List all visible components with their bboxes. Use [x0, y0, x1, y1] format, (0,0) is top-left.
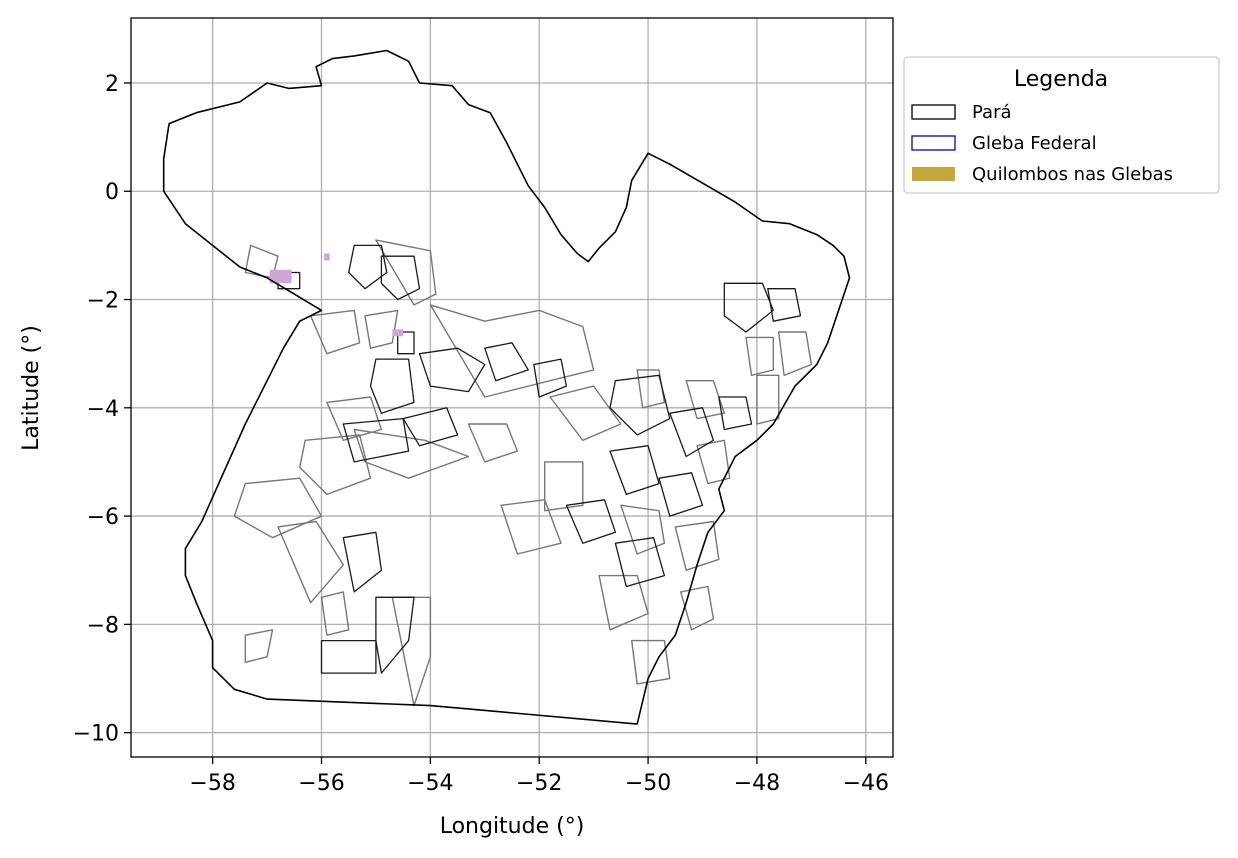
x-tick-label: −54 — [407, 771, 453, 796]
y-axis-ticks: 2 0 −2 −4 −6 −8 −10 — [73, 72, 131, 747]
gleba-polygon — [500, 499, 562, 555]
x-axis-label: Longitude (°) — [440, 814, 585, 839]
x-axis-ticks: −58 −56 −54 −52 −50 −48 −46 — [189, 757, 889, 796]
x-tick-label: −52 — [516, 771, 562, 796]
gleba-polygon — [353, 428, 470, 479]
quilombo-polygon — [269, 269, 292, 284]
gleba-polygon — [778, 331, 813, 376]
gleba-polygon — [402, 407, 459, 447]
legend-swatch — [911, 135, 956, 151]
y-tick-label: −4 — [87, 397, 119, 422]
legend: Legenda Pará Gleba Federal Quilombos nas G… — [903, 56, 1220, 194]
legend-frame — [903, 56, 1220, 194]
y-tick-label: −2 — [87, 289, 119, 314]
gleba-polygon — [326, 396, 383, 441]
legend-swatch — [912, 167, 955, 181]
gleba-polygon — [609, 374, 671, 436]
gleba-polygon — [767, 288, 802, 322]
gleba-polygon — [342, 531, 383, 593]
x-tick-label: −50 — [625, 771, 671, 796]
x-tick-label: −48 — [734, 771, 780, 796]
gleba-polygon — [391, 596, 432, 707]
gleba-polygon — [598, 574, 649, 631]
x-tick-label: −46 — [843, 771, 889, 796]
gleba-polygon — [549, 385, 622, 441]
gleba-polygon — [380, 255, 421, 301]
gleba-dark-layer — [277, 244, 802, 674]
gleba-polygon — [565, 499, 617, 544]
gleba-polygon — [756, 374, 780, 425]
gleba-polygon — [342, 417, 410, 463]
gleba-polygon — [299, 434, 372, 496]
x-tick-label: −58 — [189, 771, 235, 796]
gleba-polygon — [467, 423, 519, 463]
legend-swatch — [911, 104, 956, 120]
gleba-polygon — [544, 461, 584, 512]
gleba-polygon — [696, 439, 731, 485]
gleba-polygon — [620, 504, 666, 555]
para-state-outline — [162, 49, 851, 725]
gleba-polygon — [375, 596, 415, 674]
gleba-polygon — [718, 396, 753, 431]
y-tick-label: −10 — [73, 722, 119, 747]
plot-area — [130, 17, 894, 758]
gleba-polygon — [674, 520, 720, 571]
y-tick-label: −6 — [87, 505, 119, 530]
gleba-polygon — [364, 309, 399, 349]
plot-frame-bg — [131, 18, 893, 757]
gleba-polygon — [375, 239, 437, 306]
y-tick-label: −8 — [87, 613, 119, 638]
gleba-polygon — [233, 477, 323, 539]
gleba-polygon — [429, 304, 595, 398]
state-layer — [162, 49, 851, 725]
quilombo-polygon — [324, 253, 330, 261]
y-tick-label: 0 — [105, 180, 119, 205]
plot-frame — [130, 17, 894, 758]
gleba-polygon — [244, 629, 274, 663]
gleba-polygon — [418, 347, 486, 393]
gleba-polygon — [680, 585, 715, 631]
gleba-polygon — [636, 369, 666, 409]
legend-label: Quilombos nas Glebas — [972, 164, 1173, 185]
gleba-polygon — [397, 331, 415, 355]
legend-label: Gleba Federal — [972, 133, 1097, 154]
legend-entries: Pará Gleba Federal Quilombos nas Glebas — [911, 102, 1173, 185]
gleba-polygon — [320, 591, 350, 636]
gleba-polygon — [348, 244, 388, 290]
gleba-polygon — [484, 342, 529, 382]
gleba-polygon — [320, 639, 377, 674]
gleba-polygon — [609, 445, 660, 496]
legend-label: Pará — [972, 102, 1012, 123]
y-axis-label: Latitude (°) — [19, 325, 44, 451]
gleba-polygon — [533, 358, 568, 398]
gleba-polygon — [369, 358, 415, 414]
gleba-polygon — [745, 336, 774, 376]
quilombo-polygon — [392, 329, 404, 337]
x-tick-label: −56 — [298, 771, 344, 796]
gleba-polygon — [685, 380, 725, 420]
gleba-polygon — [723, 282, 774, 333]
legend-title: Legenda — [1014, 67, 1108, 92]
y-tick-label: 2 — [105, 72, 119, 97]
gleba-polygon — [614, 537, 666, 588]
grid-layer — [131, 18, 893, 757]
gleba-polygon — [658, 472, 704, 517]
gleba-polygon — [277, 520, 344, 604]
gleba-polygon — [631, 639, 671, 685]
gleba-gray-layer — [233, 239, 813, 707]
quilombo-layer — [269, 253, 404, 337]
gleba-polygon — [669, 407, 715, 458]
gleba-polygon — [309, 309, 361, 355]
